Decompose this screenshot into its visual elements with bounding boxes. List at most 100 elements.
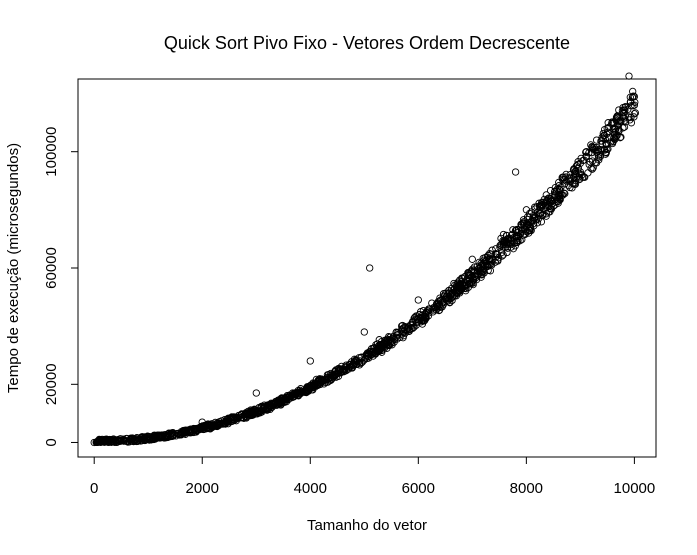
data-point bbox=[422, 310, 430, 318]
data-point bbox=[101, 438, 109, 446]
data-point bbox=[569, 166, 578, 174]
y-tick-label: 100000 bbox=[43, 127, 60, 177]
data-point bbox=[177, 430, 185, 439]
data-point bbox=[531, 203, 539, 211]
data-point bbox=[466, 271, 474, 279]
data-point bbox=[387, 338, 395, 346]
data-point bbox=[260, 403, 268, 411]
data-point bbox=[492, 245, 500, 253]
data-point bbox=[574, 158, 582, 166]
data-point bbox=[465, 277, 473, 285]
data-point bbox=[612, 127, 620, 136]
data-point bbox=[507, 236, 516, 244]
data-point bbox=[555, 192, 564, 201]
data-point bbox=[554, 194, 562, 202]
data-point bbox=[232, 413, 240, 421]
data-point bbox=[362, 351, 370, 359]
data-point bbox=[418, 316, 426, 324]
data-point bbox=[564, 181, 573, 190]
data-point bbox=[544, 194, 553, 202]
data-point bbox=[203, 423, 211, 432]
data-point bbox=[104, 438, 113, 446]
data-point bbox=[195, 424, 203, 432]
x-axis-label: Tamanho do vetor bbox=[307, 517, 427, 534]
data-point bbox=[571, 180, 580, 188]
data-point bbox=[588, 165, 596, 173]
data-point bbox=[604, 119, 612, 127]
data-point bbox=[167, 430, 175, 439]
data-point bbox=[444, 294, 452, 302]
x-tick-label: 8000 bbox=[510, 480, 543, 497]
data-point bbox=[529, 220, 538, 228]
data-point bbox=[449, 292, 457, 300]
data-point bbox=[503, 248, 511, 257]
data-points bbox=[90, 72, 640, 447]
x-axis: 0 2000 4000 6000 8000 10000 bbox=[90, 456, 655, 497]
data-point bbox=[500, 240, 508, 248]
data-point bbox=[237, 414, 245, 422]
data-point bbox=[608, 118, 616, 126]
data-point bbox=[345, 361, 353, 369]
data-point bbox=[511, 168, 520, 176]
data-point bbox=[363, 354, 371, 363]
x-tick-label: 0 bbox=[90, 480, 98, 497]
x-tick-label: 6000 bbox=[402, 480, 435, 497]
data-point bbox=[550, 188, 559, 196]
data-point bbox=[631, 98, 639, 106]
data-point bbox=[479, 265, 488, 273]
data-point bbox=[155, 434, 163, 442]
data-point bbox=[598, 137, 606, 145]
data-point bbox=[367, 349, 375, 357]
data-point bbox=[190, 428, 198, 437]
data-point bbox=[115, 436, 123, 444]
data-point bbox=[626, 116, 634, 124]
data-point bbox=[546, 186, 555, 195]
data-point bbox=[386, 335, 395, 344]
data-point bbox=[317, 375, 325, 383]
data-point bbox=[599, 129, 607, 138]
data-point bbox=[468, 255, 476, 263]
data-point bbox=[144, 434, 152, 442]
data-point bbox=[377, 345, 385, 353]
data-point bbox=[625, 72, 633, 80]
data-point bbox=[630, 110, 639, 118]
data-point bbox=[264, 401, 272, 409]
data-point bbox=[348, 361, 357, 370]
data-point bbox=[588, 143, 596, 151]
data-point bbox=[610, 129, 618, 137]
plot-box bbox=[77, 78, 657, 458]
data-point bbox=[488, 261, 496, 269]
data-point bbox=[229, 413, 237, 421]
data-point bbox=[547, 204, 555, 213]
y-axis-label: Tempo de execução (microsegundos) bbox=[5, 143, 22, 393]
data-point bbox=[539, 211, 547, 219]
y-tick-label: 60000 bbox=[43, 247, 60, 289]
data-point bbox=[324, 375, 333, 383]
data-point bbox=[219, 419, 228, 427]
data-point bbox=[106, 437, 114, 446]
data-point bbox=[296, 385, 305, 393]
data-point bbox=[540, 199, 548, 208]
data-point bbox=[499, 230, 508, 239]
data-point bbox=[592, 136, 601, 144]
data-point bbox=[517, 220, 525, 229]
data-point bbox=[429, 304, 437, 312]
data-point bbox=[542, 210, 551, 218]
data-point bbox=[309, 383, 317, 391]
data-point bbox=[181, 428, 190, 437]
data-point bbox=[575, 173, 583, 181]
data-point bbox=[198, 418, 206, 426]
data-point bbox=[340, 366, 348, 374]
data-point bbox=[619, 104, 627, 112]
data-point bbox=[481, 253, 489, 262]
data-point bbox=[464, 269, 473, 277]
data-point bbox=[357, 353, 366, 361]
data-point bbox=[620, 117, 628, 125]
data-point bbox=[159, 432, 167, 440]
data-point bbox=[306, 357, 314, 365]
data-point bbox=[431, 304, 440, 312]
data-point bbox=[306, 382, 314, 390]
data-point bbox=[546, 208, 554, 216]
data-point bbox=[555, 195, 564, 203]
data-point bbox=[375, 336, 383, 344]
